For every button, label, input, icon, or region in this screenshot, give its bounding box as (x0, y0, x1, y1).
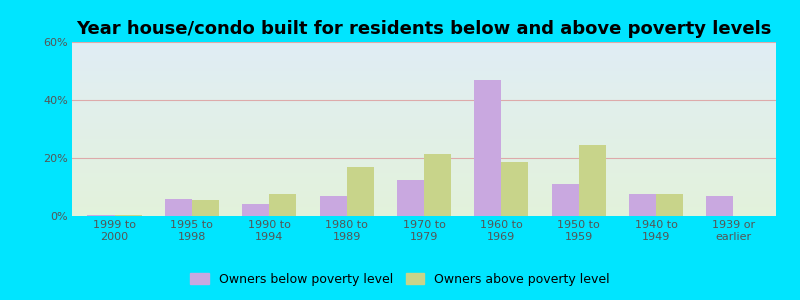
Bar (114, 214, 142, 216)
Title: Year house/condo built for residents below and above poverty levels: Year house/condo built for residents bel… (76, 20, 772, 38)
Bar (319, 196, 346, 216)
Bar (502, 162, 529, 216)
Bar (552, 184, 578, 216)
Bar (656, 194, 683, 216)
Bar (346, 167, 374, 216)
Bar (270, 194, 296, 216)
Bar (165, 199, 192, 216)
Bar (424, 154, 451, 216)
Bar (87, 214, 114, 216)
Bar (397, 180, 424, 216)
Bar (706, 196, 734, 216)
Bar (192, 200, 219, 216)
Legend: Owners below poverty level, Owners above poverty level: Owners below poverty level, Owners above… (185, 268, 615, 291)
Bar (578, 145, 606, 216)
Bar (474, 80, 502, 216)
Bar (629, 194, 656, 216)
Bar (242, 204, 270, 216)
